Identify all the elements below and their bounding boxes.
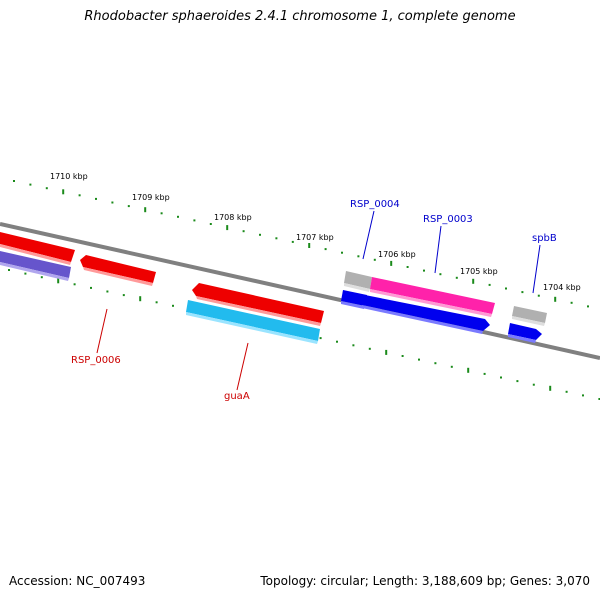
kbp-label-1709: 1709 kbp xyxy=(132,193,170,202)
leader-rsp0006 xyxy=(96,308,108,354)
gene-label-spbB[interactable]: spbB xyxy=(532,233,557,244)
gene-blue-small[interactable] xyxy=(341,290,367,306)
leader-rsp0004 xyxy=(362,210,375,260)
gene-label-rsp0003[interactable]: RSP_0003 xyxy=(423,214,473,225)
kbp-label-1710: 1710 kbp xyxy=(50,172,88,181)
gene-gray-rsp0004-shade xyxy=(344,283,370,292)
gene-gray-spbB[interactable] xyxy=(512,306,547,323)
gene-blue-right-shade xyxy=(508,334,536,343)
gene-blue-long-shade xyxy=(362,305,483,334)
gene-blue-small-shade xyxy=(341,301,365,309)
gene-red-center-shade xyxy=(196,296,321,326)
gene-label-guaA[interactable]: guaA xyxy=(224,391,250,402)
gene-red-center[interactable] xyxy=(192,283,324,323)
gene-label-rsp0004[interactable]: RSP_0004 xyxy=(350,199,400,210)
map-title: Rhodobacter sphaeroides 2.4.1 chromosome… xyxy=(84,9,516,24)
gene-red-left-upper[interactable] xyxy=(0,232,75,262)
gene-purple-left-shade xyxy=(0,262,69,281)
gene-cyan-guaA[interactable] xyxy=(186,300,320,341)
gene-blue-right[interactable] xyxy=(508,323,542,340)
gene-red-small-shade xyxy=(83,267,153,286)
gene-blue-long[interactable] xyxy=(362,295,490,331)
chromosome-backbone xyxy=(0,222,600,360)
kbp-label-1708: 1708 kbp xyxy=(214,213,252,222)
gene-purple-left[interactable] xyxy=(0,251,71,278)
accession-label: Accession: NC_007493 xyxy=(9,574,146,588)
gene-pink-rsp0003-shade xyxy=(370,289,492,317)
leader-guaA xyxy=(236,342,249,391)
gene-gray-rsp0004[interactable] xyxy=(344,271,372,289)
gene-label-rsp0006[interactable]: RSP_0006 xyxy=(71,355,121,366)
kbp-label-1706: 1706 kbp xyxy=(378,250,416,259)
gene-gray-spbB-shade xyxy=(512,316,545,326)
leader-spbB xyxy=(532,244,541,294)
gene-red-left-upper-shade xyxy=(0,244,71,265)
upper-tick-scale xyxy=(13,180,589,308)
kbp-label-1704: 1704 kbp xyxy=(543,283,581,292)
gene-red-small[interactable] xyxy=(80,255,156,283)
gene-pink-rsp0003[interactable] xyxy=(370,277,495,314)
kbp-label-1707: 1707 kbp xyxy=(296,233,334,242)
gene-cyan-guaA-shade xyxy=(186,312,318,344)
kbp-label-1705: 1705 kbp xyxy=(460,267,498,276)
genome-summary: Topology: circular; Length: 3,188,609 bp… xyxy=(260,574,590,588)
leader-rsp0003 xyxy=(434,225,442,274)
